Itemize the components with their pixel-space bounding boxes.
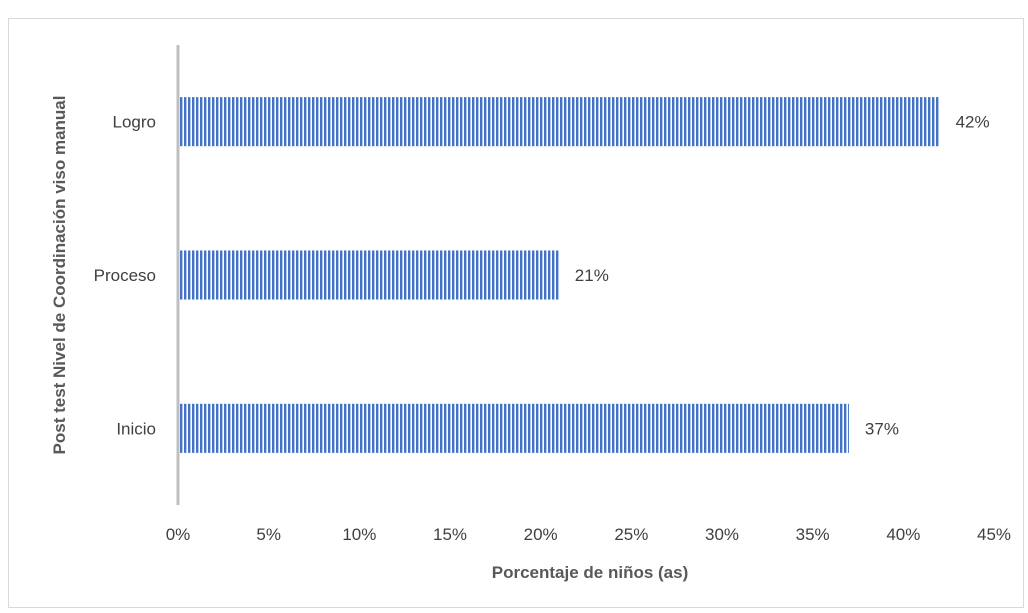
x-tick-label: 20% — [524, 525, 558, 544]
category-label-inicio: Inicio — [116, 419, 156, 438]
x-tick-label: 30% — [705, 525, 739, 544]
x-tick-label: 40% — [886, 525, 920, 544]
labels-layer: Logro 42% Proceso 21% Inicio 37% 0% 5% 10% 15% 20%… — [94, 113, 1011, 544]
data-label-proceso: 21% — [575, 266, 609, 285]
x-tick-label: 5% — [256, 525, 281, 544]
data-label-inicio: 37% — [865, 419, 899, 438]
bar-proceso — [178, 250, 559, 300]
category-label-logro: Logro — [113, 113, 156, 132]
bar-logro — [178, 97, 940, 147]
x-tick-label: 25% — [614, 525, 648, 544]
x-tick-label: 15% — [433, 525, 467, 544]
x-axis-title: Porcentaje de niños (as) — [492, 563, 689, 582]
y-axis-title: Post test Nivel de Coordinación viso man… — [50, 96, 69, 455]
x-tick-label: 0% — [166, 525, 191, 544]
bars-layer — [178, 97, 940, 453]
x-tick-label: 35% — [796, 525, 830, 544]
category-label-proceso: Proceso — [94, 266, 156, 285]
x-tick-label: 10% — [342, 525, 376, 544]
x-tick-label: 45% — [977, 525, 1011, 544]
data-label-logro: 42% — [956, 113, 990, 132]
bar-inicio — [178, 403, 849, 453]
